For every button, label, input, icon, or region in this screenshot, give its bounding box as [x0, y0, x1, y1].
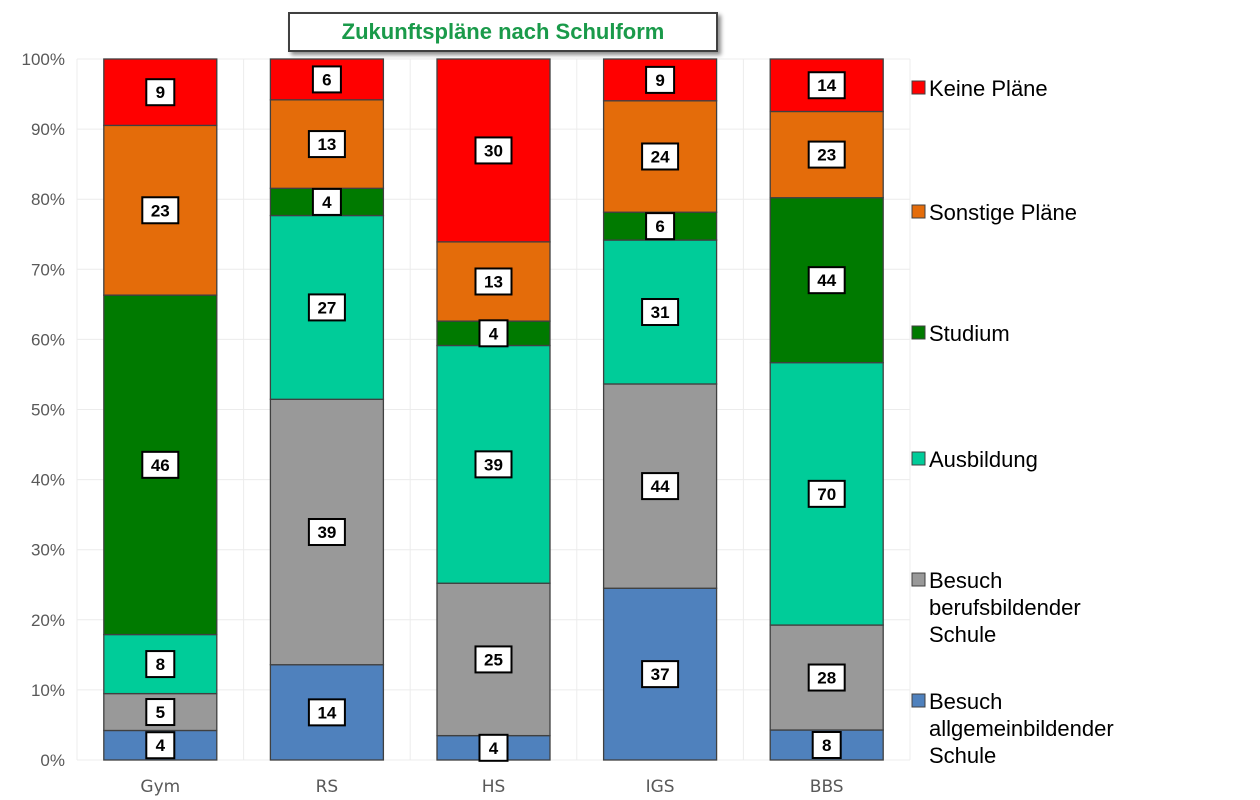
y-tick-label: 20%	[31, 611, 65, 630]
data-label: 9	[655, 71, 664, 90]
data-label-box	[145, 698, 176, 727]
axis-layer: 0% 10% 20% 30% 40% 50% 60% 70% 80% 90% 100% Gym RS HS…	[22, 50, 844, 797]
x-tick-label: BBS	[810, 777, 844, 797]
legend-swatch	[911, 80, 926, 95]
data-label: 4	[156, 736, 166, 755]
data-label-box	[474, 136, 513, 165]
data-label: 25	[484, 650, 503, 669]
data-label-box	[478, 319, 509, 348]
data-label-box	[307, 518, 346, 547]
chart-title-box: Zukunftspläne nach Schulform	[288, 12, 718, 52]
chart-title: Zukunftspläne nach Schulform	[341, 19, 665, 44]
data-label-box	[807, 663, 846, 692]
y-tick-label: 100%	[22, 50, 65, 69]
y-tick-label: 80%	[31, 190, 65, 209]
data-label-box	[478, 733, 509, 762]
data-label-box	[141, 450, 180, 479]
data-label: 44	[651, 477, 670, 496]
data-label: 46	[151, 456, 170, 475]
x-tick-label: Gym	[140, 777, 180, 797]
data-label-box	[641, 472, 680, 501]
data-label-box	[474, 267, 513, 296]
y-tick-label: 50%	[31, 401, 65, 420]
data-label: 4	[489, 739, 499, 758]
legend-label: Studium	[929, 321, 1010, 346]
legend-label: Besuch berufsbildender Schule	[929, 568, 1081, 647]
y-tick-label: 90%	[31, 120, 65, 139]
legend: Keine Pläne Sonstige Pläne Studium Ausbildu…	[911, 76, 1114, 768]
data-label: 8	[156, 655, 165, 674]
data-label-box	[307, 130, 346, 159]
data-label: 30	[484, 141, 503, 160]
legend-label: Ausbildung	[929, 447, 1038, 472]
data-label-box	[141, 196, 180, 225]
data-label: 14	[317, 703, 336, 722]
data-label: 6	[655, 217, 664, 236]
data-label: 27	[317, 298, 336, 317]
y-tick-label: 60%	[31, 330, 65, 349]
data-label: 23	[151, 201, 170, 220]
data-label-box	[811, 731, 842, 760]
x-tick-label: HS	[482, 777, 506, 797]
data-label: 39	[317, 523, 336, 542]
y-tick-label: 10%	[31, 681, 65, 700]
data-label-box	[641, 142, 680, 171]
data-label-box	[311, 65, 342, 94]
legend-swatch	[911, 572, 926, 587]
data-label: 13	[317, 135, 336, 154]
legend-swatch	[911, 451, 926, 466]
legend-swatch	[911, 693, 926, 708]
legend-swatch	[911, 204, 926, 219]
data-label-box	[807, 479, 846, 508]
data-label-box	[807, 71, 846, 100]
data-label: 23	[817, 146, 836, 165]
y-tick-label: 30%	[31, 541, 65, 560]
data-label: 28	[817, 669, 836, 688]
data-label: 5	[156, 703, 165, 722]
x-tick-label: RS	[316, 777, 339, 797]
legend-label: Besuch allgemeinbildender Schule	[929, 689, 1114, 768]
legend-swatch	[911, 325, 926, 340]
legend-label: Keine Pläne	[929, 76, 1048, 101]
data-label-box	[474, 450, 513, 479]
data-label: 44	[817, 271, 836, 290]
data-label: 39	[484, 455, 503, 474]
data-label-box	[807, 266, 846, 295]
data-label-box	[307, 698, 346, 727]
data-label: 4	[322, 193, 332, 212]
y-tick-label: 0%	[40, 751, 65, 770]
data-label-box	[641, 660, 680, 689]
data-label-box	[145, 78, 176, 107]
data-label: 6	[322, 70, 331, 89]
data-label: 31	[651, 303, 670, 322]
data-label: 8	[822, 736, 831, 755]
data-label-box	[807, 140, 846, 169]
data-label-box	[474, 645, 513, 674]
data-label: 9	[156, 83, 165, 102]
data-label-box	[645, 212, 676, 241]
y-tick-label: 70%	[31, 260, 65, 279]
data-label: 4	[489, 324, 499, 343]
legend-label: Sonstige Pläne	[929, 200, 1077, 225]
data-label-box	[307, 293, 346, 322]
data-label: 13	[484, 272, 503, 291]
data-label-box	[145, 731, 176, 760]
data-label-box	[645, 65, 676, 94]
y-tick-label: 40%	[31, 471, 65, 490]
data-label: 14	[817, 76, 836, 95]
data-label: 70	[817, 485, 836, 504]
data-label-box	[145, 650, 176, 679]
data-label: 24	[651, 147, 670, 166]
data-label-layer: 4 5 8 46 23 9 14 39 27 4 13 6 4 25 39 4 13 30 37 44 31 6 24 9 8 2…	[141, 65, 846, 762]
x-tick-label: IGS	[646, 777, 675, 797]
data-label-box	[641, 298, 680, 327]
data-label: 37	[651, 665, 670, 684]
data-label-box	[311, 187, 342, 216]
